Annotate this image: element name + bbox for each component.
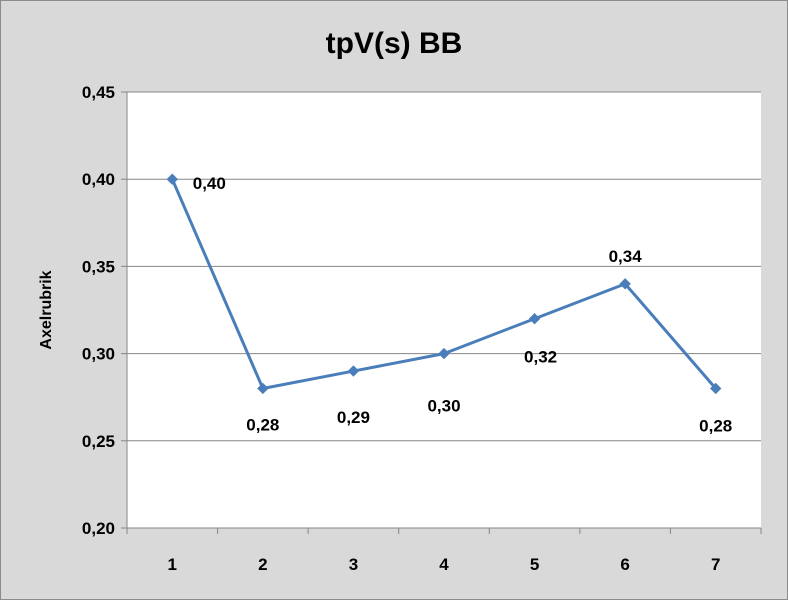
- data-point-marker: [619, 278, 631, 290]
- data-point-marker: [438, 347, 450, 360]
- data-point-marker: [257, 382, 269, 395]
- data-label: 0,34: [609, 247, 643, 266]
- chart-title: tpV(s) BB: [326, 27, 463, 60]
- x-tick-labels: 1 2 3 4 5 6 7: [168, 555, 721, 574]
- y-tick-label: 0,40: [82, 170, 115, 189]
- data-labels: 0,40 0,28 0,29 0,30 0,32 0,34 0,28: [193, 174, 733, 435]
- axes: [126, 92, 761, 529]
- data-label: 0,29: [337, 408, 370, 427]
- x-tick-label: 7: [711, 555, 720, 574]
- y-tick-label: 0,25: [82, 432, 115, 451]
- data-point-marker: [347, 365, 360, 377]
- x-tick-label: 5: [530, 555, 539, 574]
- data-label: 0,28: [246, 415, 279, 434]
- data-points: [166, 173, 722, 395]
- data-label: 0,28: [699, 416, 732, 435]
- x-tick-label: 4: [439, 555, 449, 574]
- y-tick-label: 0,30: [82, 345, 115, 364]
- x-tick-label: 3: [349, 555, 358, 574]
- gridlines: [121, 91, 762, 534]
- y-tick-label: 0,20: [82, 519, 115, 538]
- data-point-marker: [166, 173, 178, 185]
- x-tick-label: 2: [258, 555, 267, 574]
- y-tick-label: 0,35: [82, 257, 115, 276]
- data-label: 0,32: [524, 348, 557, 367]
- x-tick-label: 6: [620, 555, 629, 574]
- y-tick-label: 0,45: [82, 83, 115, 102]
- y-axis-title: Axelrubrik: [38, 270, 55, 349]
- data-point-marker: [710, 382, 722, 395]
- plot-area: [127, 92, 761, 528]
- data-point-marker: [528, 313, 541, 325]
- x-tick-label: 1: [168, 555, 177, 574]
- data-label: 0,30: [427, 397, 460, 416]
- y-tick-labels: 0,20 0,25 0,30 0,35 0,40 0,45: [82, 83, 115, 538]
- data-label: 0,40: [193, 174, 226, 193]
